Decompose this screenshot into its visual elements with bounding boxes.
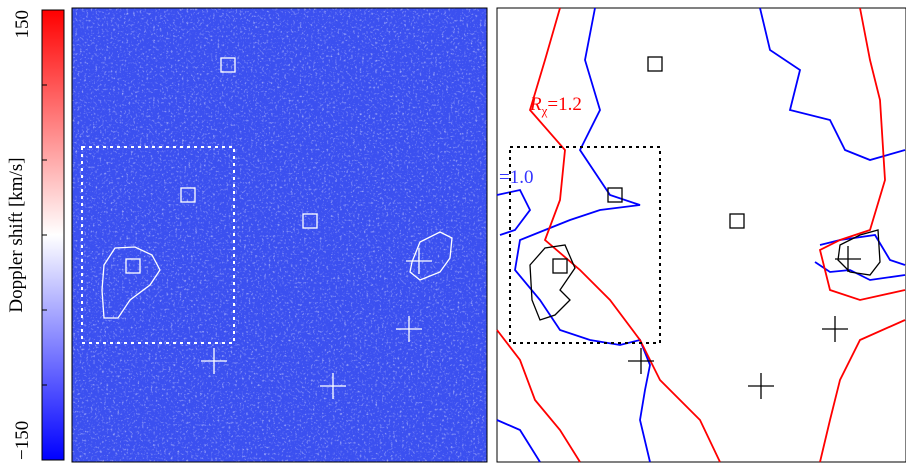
blue-contour-label: =1.0 — [499, 167, 533, 188]
contour-panel: Rχ=1.2 =1.0 — [496, 7, 906, 463]
r-value: =1.2 — [547, 94, 581, 115]
colorbar-tick-label: 150 — [12, 10, 33, 39]
minor-ticks — [42, 84, 47, 386]
colorbar: Doppler shift [km/s] −150 150 — [6, 9, 65, 461]
r-symbol: R — [529, 94, 542, 115]
red-contour-label: Rχ=1.2 — [529, 94, 582, 118]
colorbar-label: Doppler shift [km/s] — [6, 157, 27, 312]
r-subscript: χ — [541, 103, 548, 118]
doppler-map — [71, 7, 488, 463]
colorbar-tick-label: −150 — [12, 421, 33, 460]
